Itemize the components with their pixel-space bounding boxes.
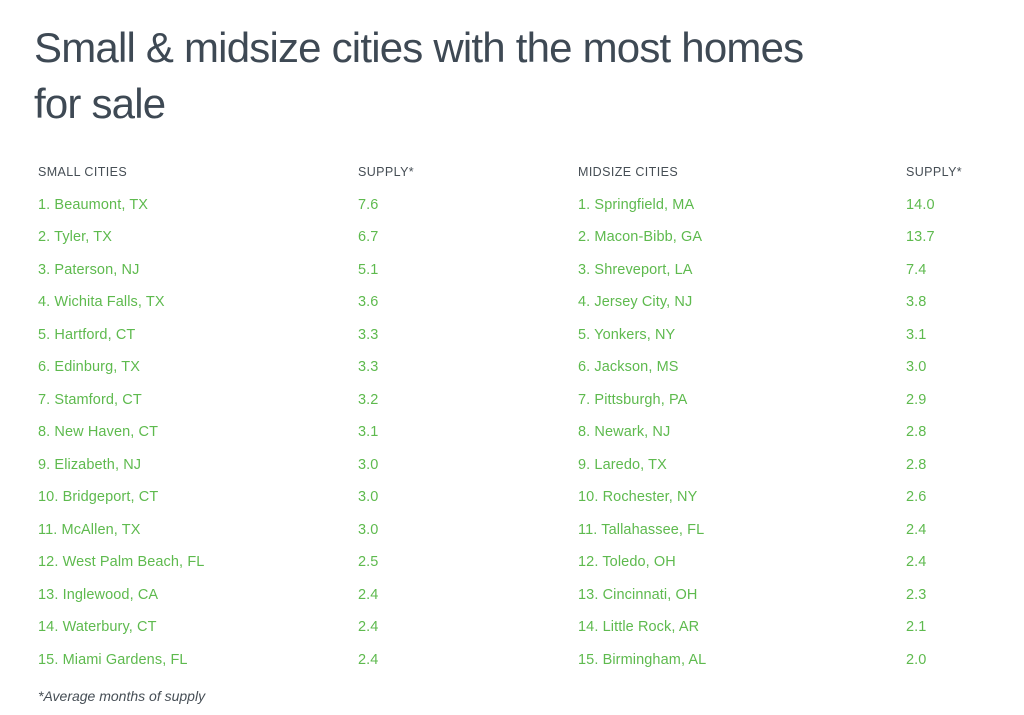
small-city-cell: 7. Stamford, CT xyxy=(38,391,142,408)
midsize-city-cell: 8. Newark, NJ xyxy=(578,424,671,441)
midsize-supply-cell: 7.4 xyxy=(906,261,927,278)
midsize-supply-cell: 2.0 xyxy=(906,651,927,668)
midsize-supply-header: SUPPLY* xyxy=(906,165,963,180)
midsize-supply-cell: 3.8 xyxy=(906,294,927,311)
midsize-city-cell: 1. Springfield, MA xyxy=(578,196,695,213)
midsize-supply-cell: 2.6 xyxy=(906,489,927,506)
small-city-cell: 9. Elizabeth, NJ xyxy=(38,456,142,473)
footnote: *Average months of supply xyxy=(38,688,206,704)
midsize-city-cell: 12. Toledo, OH xyxy=(578,554,676,571)
midsize-city-cell: 2. Macon-Bibb, GA xyxy=(578,229,703,246)
midsize-supply-cell: 2.8 xyxy=(906,424,927,441)
small-city-cell: 3. Paterson, NJ xyxy=(38,261,140,278)
midsize-city-cell: 6. Jackson, MS xyxy=(578,359,679,376)
small-city-cell: 5. Hartford, CT xyxy=(38,326,136,343)
small-city-cell: 13. Inglewood, CA xyxy=(38,586,159,603)
small-supply-header: SUPPLY* xyxy=(358,165,415,180)
small-supply-cell: 3.3 xyxy=(358,326,379,343)
small-supply-cell: 3.0 xyxy=(358,489,379,506)
midsize-city-cell: 10. Rochester, NY xyxy=(578,489,698,506)
small-city-cell: 10. Bridgeport, CT xyxy=(38,489,159,506)
small-city-cell: 12. West Palm Beach, FL xyxy=(38,554,205,571)
chart-container: Small & midsize cities with the most hom… xyxy=(0,20,1024,715)
midsize-city-cell: 13. Cincinnati, OH xyxy=(578,586,698,603)
midsize-supply-cell: 13.7 xyxy=(906,229,935,246)
midsize-supply-cell: 2.9 xyxy=(906,391,927,408)
midsize-supply-cell: 2.8 xyxy=(906,456,927,473)
small-city-cell: 14. Waterbury, CT xyxy=(38,619,157,636)
midsize-city-cell: 15. Birmingham, AL xyxy=(578,651,707,668)
midsize-supply-cell: 2.4 xyxy=(906,521,927,538)
midsize-city-cell: 11. Tallahassee, FL xyxy=(578,521,705,538)
title-line-2: for sale xyxy=(34,80,166,127)
page-title: Small & midsize cities with the most hom… xyxy=(34,20,1024,132)
small-city-cell: 2. Tyler, TX xyxy=(38,229,113,246)
title-line-1: Small & midsize cities with the most hom… xyxy=(34,24,804,71)
small-supply-cell: 2.4 xyxy=(358,651,379,668)
midsize-cities-header: MIDSIZE CITIES xyxy=(578,165,679,180)
small-city-cell: 1. Beaumont, TX xyxy=(38,196,149,213)
small-supply-cell: 2.4 xyxy=(358,619,379,636)
small-supply-cell: 3.2 xyxy=(358,391,379,408)
midsize-city-cell: 4. Jersey City, NJ xyxy=(578,294,693,311)
small-supply-cell: 3.0 xyxy=(358,521,379,538)
midsize-supply-cell: 2.3 xyxy=(906,586,927,603)
midsize-city-cell: 5. Yonkers, NY xyxy=(578,326,676,343)
supply-tables-grid: SMALL CITIES SUPPLY* MIDSIZE CITIES SUPPLY*… xyxy=(38,156,1024,676)
small-supply-cell: 7.6 xyxy=(358,196,379,213)
small-supply-cell: 3.6 xyxy=(358,294,379,311)
midsize-supply-cell: 2.4 xyxy=(906,554,927,571)
midsize-city-cell: 9. Laredo, TX xyxy=(578,456,667,473)
small-city-cell: 4. Wichita Falls, TX xyxy=(38,294,165,311)
small-supply-cell: 2.4 xyxy=(358,586,379,603)
small-supply-cell: 6.7 xyxy=(358,229,379,246)
small-cities-header: SMALL CITIES xyxy=(38,165,128,180)
midsize-city-cell: 3. Shreveport, LA xyxy=(578,261,693,278)
midsize-supply-cell: 3.0 xyxy=(906,359,927,376)
small-supply-cell: 3.1 xyxy=(358,424,379,441)
small-supply-cell: 5.1 xyxy=(358,261,379,278)
midsize-supply-cell: 14.0 xyxy=(906,196,935,213)
small-supply-cell: 3.0 xyxy=(358,456,379,473)
midsize-city-cell: 7. Pittsburgh, PA xyxy=(578,391,688,408)
small-city-cell: 11. McAllen, TX xyxy=(38,521,141,538)
small-city-cell: 15. Miami Gardens, FL xyxy=(38,651,188,668)
midsize-supply-cell: 3.1 xyxy=(906,326,927,343)
small-city-cell: 6. Edinburg, TX xyxy=(38,359,140,376)
small-supply-cell: 2.5 xyxy=(358,554,379,571)
small-supply-cell: 3.3 xyxy=(358,359,379,376)
midsize-city-cell: 14. Little Rock, AR xyxy=(578,619,700,636)
midsize-supply-cell: 2.1 xyxy=(906,619,927,636)
small-city-cell: 8. New Haven, CT xyxy=(38,424,159,441)
